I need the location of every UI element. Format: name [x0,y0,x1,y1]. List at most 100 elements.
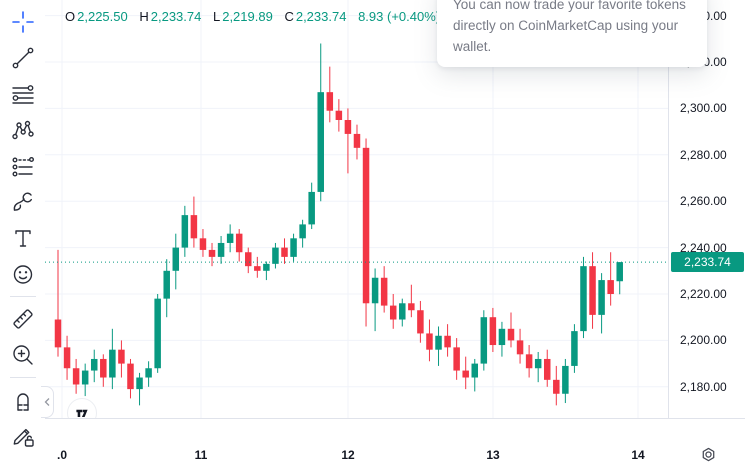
candle-body [616,262,623,282]
candle-body [362,147,370,304]
candle-body [272,247,279,264]
candle-body [199,238,207,250]
high-value: 2,233.74 [150,9,202,24]
change-value: 8.93 (+0.40%) [358,9,441,24]
candle-body [525,354,533,369]
tool-emoji[interactable] [5,256,41,292]
magnet-icon [16,393,29,411]
tool-brush[interactable] [5,184,41,220]
tool-zoom-in[interactable] [5,337,41,373]
candle-body [562,365,569,394]
time-axis-label: .0 [56,448,68,462]
candle-body [607,280,614,294]
close-value: 2,233.74 [295,9,347,24]
tool-trend-line[interactable] [5,40,41,76]
ohlc-legend: O 2,225.50 H 2,233.74 L 2,219.89 C 2,233.74 … [65,9,440,24]
candle-body [444,335,451,348]
candle-body [507,328,515,341]
price-axis-label: 2,240.00 [680,240,727,255]
candlestick-chart[interactable] [0,0,668,418]
price-axis-label: 2,180.00 [680,379,727,394]
candle-body [317,92,324,192]
candle-body [371,277,379,304]
price-axis-label: 2,220.00 [680,287,727,301]
candle-body [571,331,578,366]
candle-body [471,363,479,378]
candle-body [462,370,469,378]
candle-body [498,328,506,346]
chart-settings-button[interactable] [697,444,719,466]
pencil-lock-icon [13,428,34,447]
candle-body [389,305,397,320]
candle-body [136,377,143,390]
candle-body [580,266,587,332]
text-icon [14,230,31,247]
tradingview-logo-icon [76,409,88,417]
candle-body [598,280,605,315]
fib-retracement-icon [11,85,34,104]
last-price-label: 2,233.74 [671,252,744,273]
chart-plot-area[interactable]: O 2,225.50 H 2,233.74 L 2,219.89 C 2,233.74 … [0,0,668,428]
tool-forecast[interactable] [5,148,41,184]
candle-body [435,335,442,350]
candle-body [181,215,189,248]
candle-body [489,317,497,346]
tool-fib-retracement[interactable] [5,76,41,112]
candle-body [54,319,62,348]
candle-body [127,363,134,390]
candle-body [90,358,98,371]
price-axis[interactable]: 2,233.74 2,340.002,320.002,300.002,280.0… [668,0,745,418]
low-value: 2,219.89 [222,9,273,24]
candle-body [217,242,225,257]
candle-body [81,370,89,385]
tool-ruler[interactable] [5,301,41,337]
candle-body [417,310,424,334]
notification-tooltip[interactable]: You can now trade your favorite tokens d… [437,0,707,67]
candle-body [226,233,234,243]
time-axis-label: 13 [486,448,500,462]
candle-body [299,224,306,239]
tool-xabcd-pattern[interactable] [5,112,41,148]
ruler-icon [12,309,33,329]
forecast-icon [11,156,34,177]
crosshair-icon [11,11,34,33]
tool-magnet[interactable] [5,382,41,418]
candle-body [281,247,288,257]
chevron-left-icon [44,398,49,406]
low-label: L [212,9,221,24]
candle-body [109,349,116,378]
tool-lock-drawings[interactable] [5,418,41,454]
candle-body [263,263,270,271]
gear-icon [702,447,714,461]
toolbar-collapse-handle[interactable] [41,386,54,418]
candle-body [235,233,243,253]
candle-body [145,368,152,378]
candle-body [453,347,460,371]
candle-body [353,133,361,148]
candle-body [290,238,297,257]
candle-body [208,249,216,257]
candle-body [534,358,542,369]
tool-text[interactable] [5,220,41,256]
candle-body [154,298,161,369]
candle-body [516,340,524,355]
zoom-in-icon [12,345,33,365]
drawing-toolbar [0,0,45,470]
toolbar-divider [9,377,36,378]
trend-line-icon [12,47,33,69]
price-axis-label: 2,300.00 [680,101,727,116]
candle-body [543,358,551,380]
tool-crosshair[interactable] [5,4,41,40]
price-axis-label: 2,200.00 [680,333,727,348]
open-label: O [65,9,76,24]
candle-body [426,333,433,350]
candle-body [480,317,488,364]
time-axis[interactable]: .0 11 12 13 14 [45,418,745,470]
candle-body [589,266,596,315]
open-value: 2,225.50 [77,9,128,24]
tooltip-text: directly on CoinMarketCap using your [453,18,679,33]
candle-body [172,247,180,271]
toolbar-divider [9,296,36,297]
high-label: H [139,9,149,24]
